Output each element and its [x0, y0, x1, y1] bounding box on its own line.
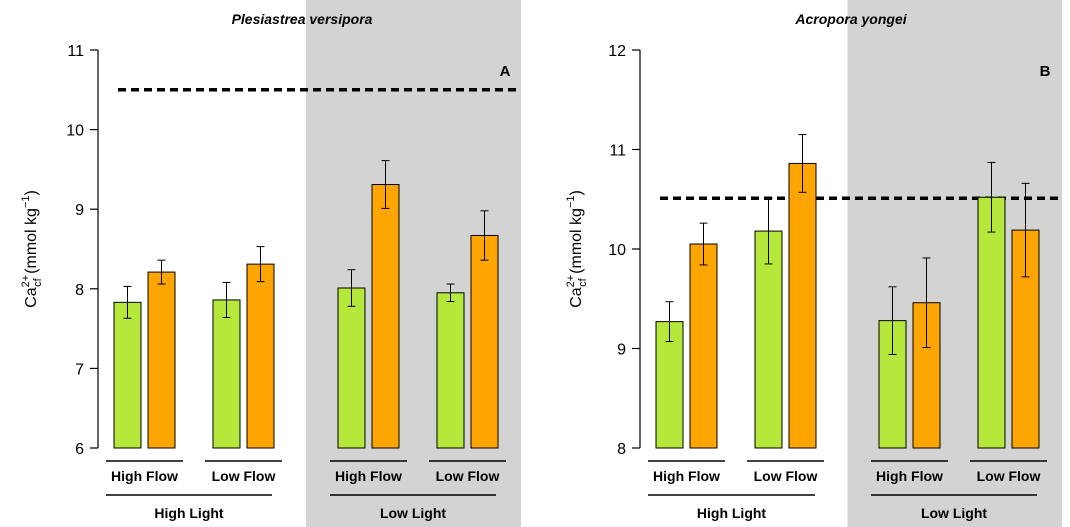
panel-b: Acropora yongei B 8 9 10 11 12 Ca2+cf (mmol kg−… [565, 0, 1062, 527]
y-axis-label-sub: cf [32, 277, 44, 287]
y-tick-label: 11 [609, 143, 626, 160]
y-tick-label: 10 [66, 123, 84, 140]
light-label: Low Light [380, 505, 446, 521]
panel-a: Plesiastrea versipora A 6 7 8 9 10 11 Ca2+cf (mm… [20, 0, 521, 527]
light-label: Low Light [921, 505, 987, 521]
y-axis-label-main: Ca [23, 287, 40, 308]
panel-label: A [500, 63, 511, 80]
y-axis-label-unit-sup: −1 [20, 195, 32, 208]
y-tick-label: 8 [75, 282, 84, 299]
flow-label: High Flow [653, 468, 720, 484]
y-tick-label: 12 [608, 43, 626, 60]
panel-label: B [1040, 63, 1051, 80]
flow-label: Low Flow [212, 468, 276, 484]
y-axis-label-unit-suffix: ) [23, 190, 40, 195]
bar [246, 263, 275, 449]
flow-label: Low Flow [754, 468, 818, 484]
y-axis-label-unit-prefix: (mmol kg [23, 208, 40, 278]
light-label: High Light [697, 505, 767, 521]
chart-title: Acropora yongei [794, 11, 907, 27]
bar [212, 299, 241, 449]
y-axis-label: Ca2+cf (mmol kg−1) [565, 190, 589, 308]
y-tick-label: 8 [617, 441, 626, 458]
light-label: High Light [154, 505, 224, 521]
y-axis-label-unit-sup: −1 [565, 195, 577, 208]
y-tick-label: 11 [67, 43, 84, 60]
y-axis-label-unit-prefix: (mmol kg [568, 208, 585, 278]
y-axis-label-sup: 2+ [565, 275, 577, 288]
bar [754, 230, 783, 449]
bar [147, 271, 176, 449]
chart-title: Plesiastrea versipora [232, 11, 373, 27]
y-tick-label: 9 [75, 202, 84, 219]
bar [977, 196, 1006, 449]
flow-label: Low Flow [977, 468, 1041, 484]
bar [470, 234, 499, 449]
y-axis-label-sup: 2+ [20, 275, 32, 288]
bar [113, 301, 142, 449]
bar [788, 162, 817, 449]
y-axis-label-unit-suffix: ) [568, 190, 585, 195]
y-tick-label: 10 [608, 242, 626, 259]
y-tick-label: 6 [75, 441, 84, 458]
flow-label: High Flow [335, 468, 402, 484]
bar [436, 292, 465, 449]
y-axis-label: Ca2+cf (mmol kg−1) [20, 190, 44, 308]
flow-label: High Flow [111, 468, 178, 484]
bar [655, 321, 684, 449]
y-axis-label-sub: cf [577, 277, 589, 287]
bar [337, 287, 366, 449]
y-tick-label: 7 [75, 361, 84, 378]
flow-label: Low Flow [436, 468, 500, 484]
bar [371, 184, 400, 449]
y-axis-label-main: Ca [568, 287, 585, 308]
flow-label: High Flow [876, 468, 943, 484]
bar [689, 243, 718, 449]
y-tick-label: 9 [617, 342, 626, 359]
